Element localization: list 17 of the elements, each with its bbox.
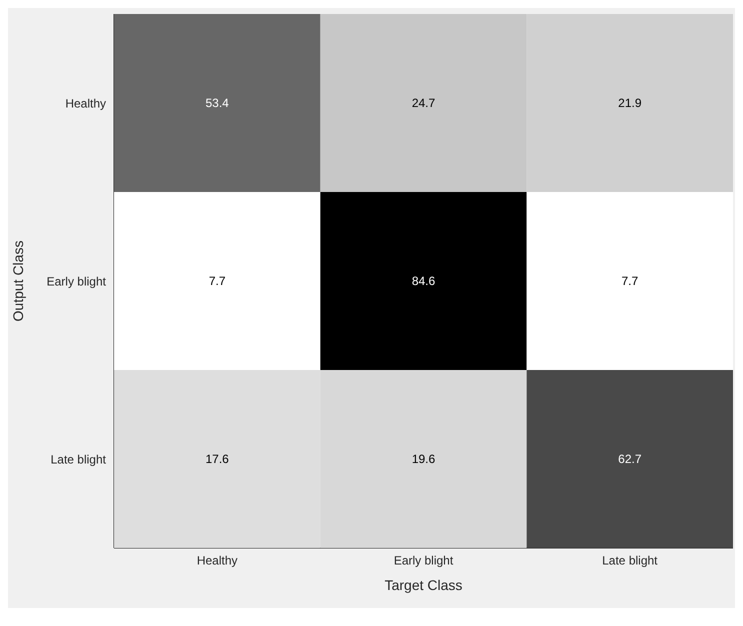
- y-tick-label: Healthy: [65, 96, 106, 110]
- y-axis-title: Output Class: [10, 240, 26, 322]
- data-label: 17.6: [205, 452, 230, 466]
- x-tick-label: Early blight: [394, 554, 454, 568]
- data-label: 19.6: [412, 452, 436, 466]
- data-label: 53.4: [205, 96, 230, 110]
- data-label: 7.7: [621, 274, 638, 288]
- x-axis-title: Target Class: [384, 577, 462, 593]
- y-tick-label: Late blight: [50, 452, 107, 466]
- data-label: 62.7: [618, 452, 642, 466]
- x-tick-label: Late blight: [602, 554, 658, 568]
- x-tick-label: Healthy: [196, 554, 238, 568]
- data-label: 21.9: [618, 96, 642, 110]
- y-tick-label: Early blight: [46, 274, 107, 288]
- data-label: 24.7: [412, 96, 436, 110]
- data-label: 84.6: [412, 274, 436, 288]
- data-label: 7.7: [208, 274, 226, 288]
